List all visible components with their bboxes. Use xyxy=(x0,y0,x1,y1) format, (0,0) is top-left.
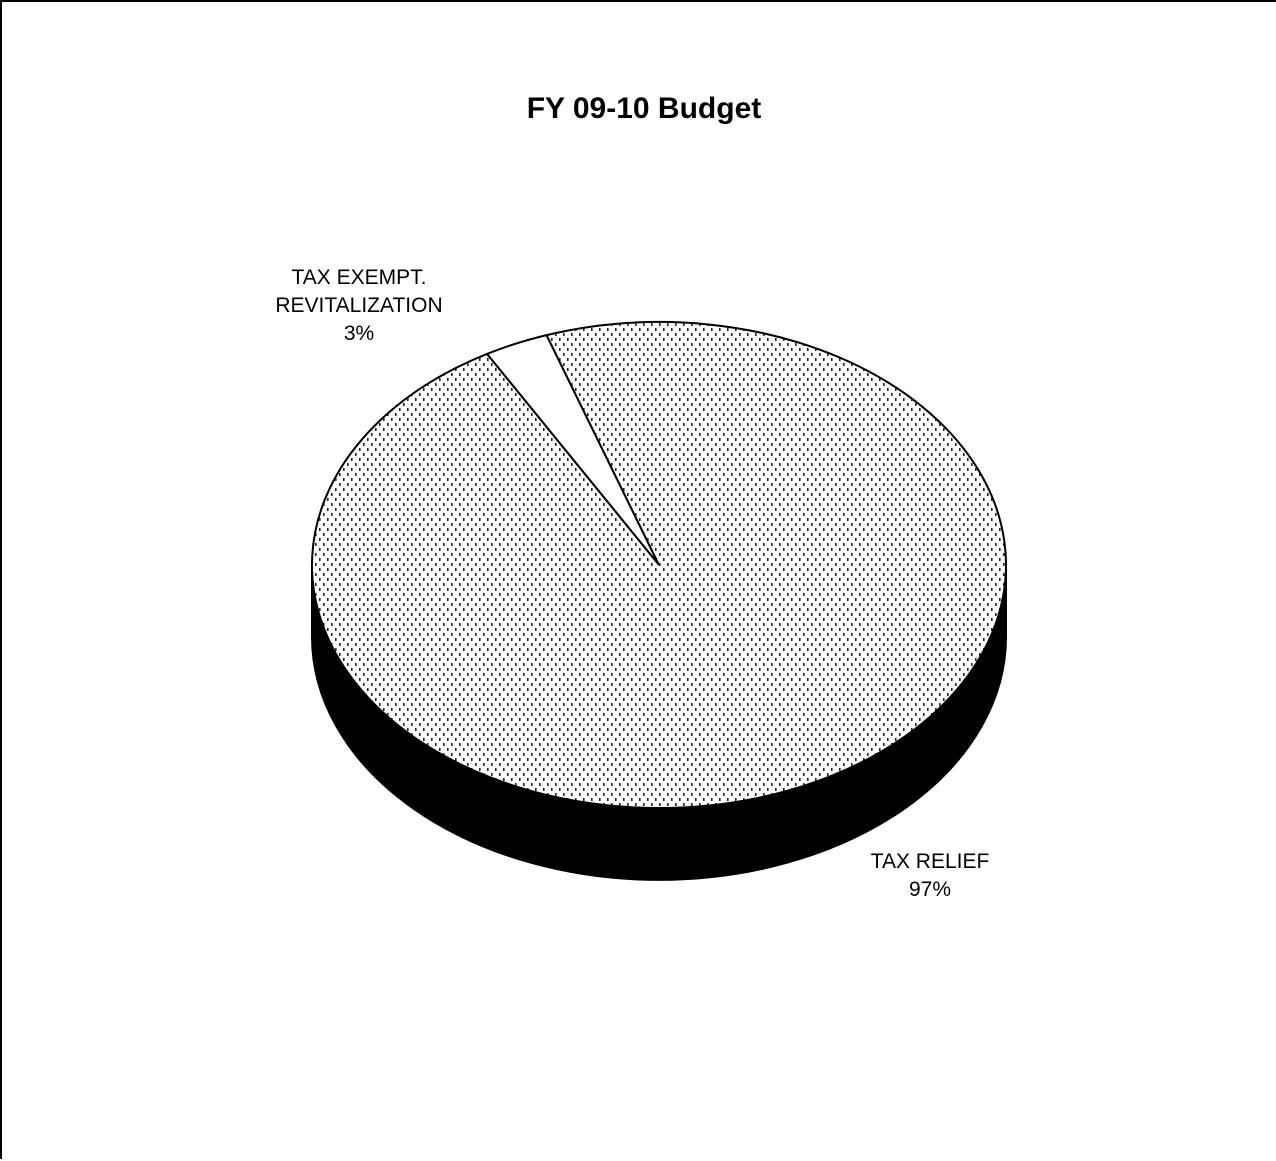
chart-title: FY 09-10 Budget xyxy=(527,92,762,125)
slice-name-label-1: TAX RELIEF xyxy=(871,850,990,873)
slice-value-label-0: 3% xyxy=(344,322,374,345)
slice-name-label-0: REVITALIZATION xyxy=(275,294,442,317)
slice-value-label-1: 97% xyxy=(909,878,951,901)
pie-slice-1 xyxy=(311,321,1007,809)
slice-name-label-0: TAX EXEMPT. xyxy=(292,266,427,289)
pie-group xyxy=(311,321,1007,881)
slice-labels: TAX EXEMPT. REVITALIZATION 3% TAX RELIEF 97% xyxy=(275,266,989,901)
